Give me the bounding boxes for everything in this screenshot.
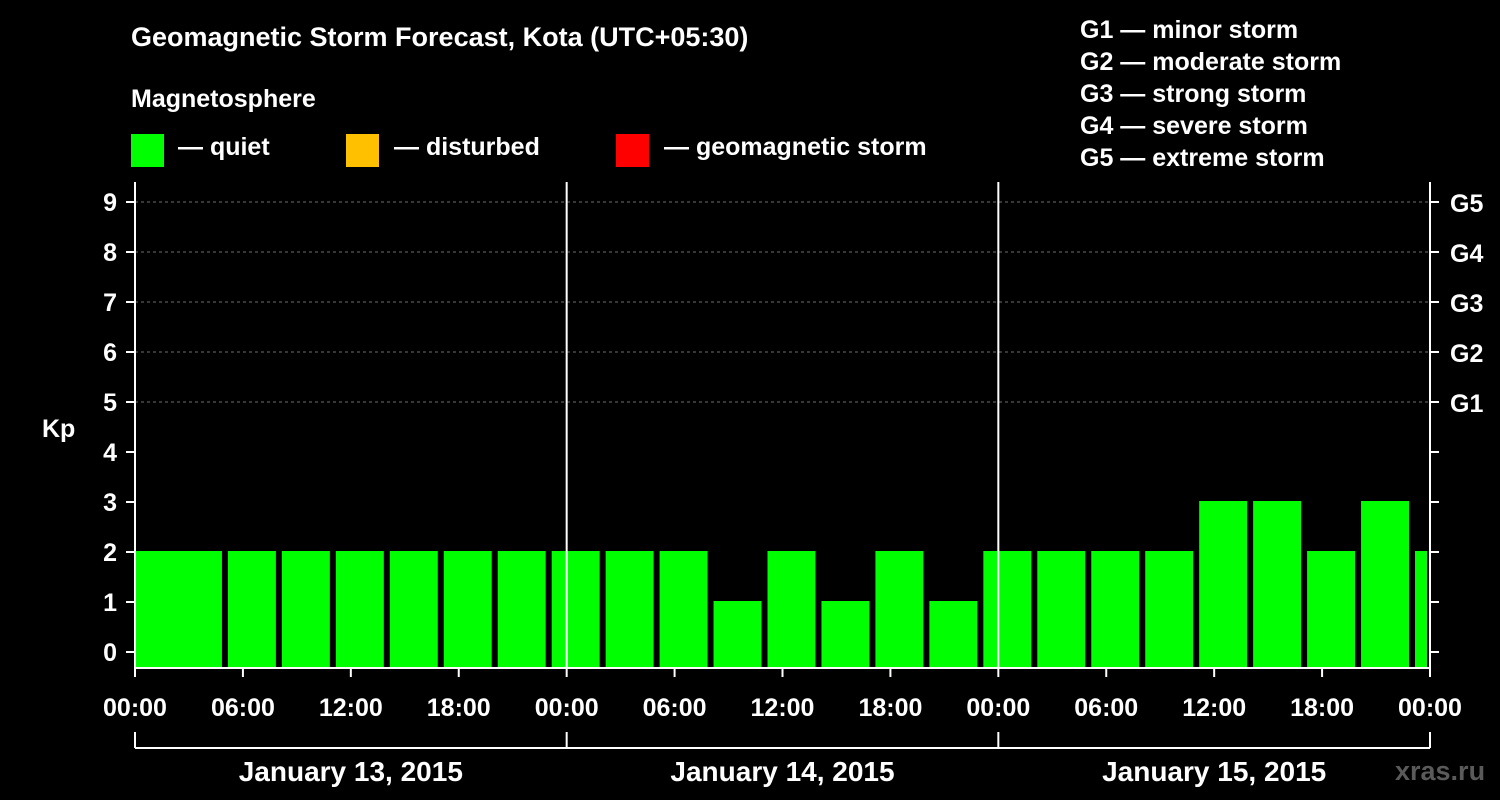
bar-kp-19: [1145, 551, 1194, 668]
x-tick-label-5: 06:00: [643, 694, 707, 722]
y-tick-label-5: 5: [103, 389, 117, 417]
y-tick-label-8: 8: [103, 239, 117, 267]
legend-title: Magnetosphere: [131, 85, 316, 113]
legend-label-quiet: — quiet: [178, 133, 270, 161]
x-tick-label-8: 00:00: [966, 694, 1030, 722]
bar-kp-8: [551, 551, 600, 668]
y-axis-label: Kp: [42, 415, 75, 443]
bar-kp-18: [1091, 551, 1140, 668]
g-scale-label-g2: G2: [1450, 340, 1483, 368]
y-tick-label-7: 7: [103, 289, 117, 317]
legend-swatch-quiet: [131, 134, 164, 167]
g-scale-label-g5: G5: [1450, 190, 1483, 218]
x-tick-label-9: 06:00: [1074, 694, 1138, 722]
bar-kp-22: [1307, 551, 1356, 668]
bar-kp-9: [605, 551, 654, 668]
bar-kp-24: [1415, 551, 1427, 668]
x-tick-label-3: 18:00: [427, 694, 491, 722]
bar-kp-10: [659, 551, 708, 668]
bar-kp-14: [875, 551, 924, 668]
x-tick-label-2: 12:00: [319, 694, 383, 722]
bar-kp-4: [335, 551, 384, 668]
day-label-2: January 15, 2015: [1102, 756, 1326, 787]
y-tick-label-9: 9: [103, 189, 117, 217]
y-tick-label-3: 3: [103, 489, 117, 517]
bar-kp-23: [1361, 501, 1410, 668]
storm-scale-g4: G4 — severe storm: [1080, 112, 1308, 140]
y-tick-label-1: 1: [103, 589, 117, 617]
y-tick-label-0: 0: [103, 639, 117, 667]
bar-kp-15: [929, 601, 978, 668]
x-tick-label-10: 12:00: [1182, 694, 1246, 722]
storm-scale-g3: G3 — strong storm: [1080, 80, 1307, 108]
y-tick-label-6: 6: [103, 339, 117, 367]
storm-scale-legend: G1 — minor storm G2 — moderate storm G3 …: [1080, 14, 1341, 174]
bar-kp-20: [1199, 501, 1248, 668]
g-scale-label-g1: G1: [1450, 390, 1483, 418]
bar-kp-7: [497, 551, 546, 668]
bar-kp-3: [281, 551, 330, 668]
y-tick-label-4: 4: [103, 439, 117, 467]
day-label-0: January 13, 2015: [239, 756, 463, 787]
x-tick-label-7: 18:00: [858, 694, 922, 722]
x-tick-label-6: 12:00: [751, 694, 815, 722]
x-tick-label-12: 00:00: [1398, 694, 1462, 722]
source-credit: xras.ru: [1395, 756, 1486, 786]
bar-kp-5: [389, 551, 438, 668]
storm-scale-g1: G1 — minor storm: [1080, 16, 1299, 44]
day-label-1: January 14, 2015: [670, 756, 894, 787]
chart-title: Geomagnetic Storm Forecast, Kota (UTC+05…: [131, 22, 749, 52]
bar-kp-13: [821, 601, 870, 668]
g-scale-label-g4: G4: [1450, 240, 1483, 268]
storm-scale-g2: G2 — moderate storm: [1080, 48, 1342, 76]
x-tick-label-4: 00:00: [535, 694, 599, 722]
legend-label-disturbed: — disturbed: [394, 133, 540, 161]
storm-scale-g5: G5 — extreme storm: [1080, 144, 1325, 172]
g-scale-label-g3: G3: [1450, 290, 1483, 318]
bar-kp-11: [713, 601, 762, 668]
bar-kp-1: [173, 551, 222, 668]
bar-kp-6: [443, 551, 492, 668]
bar-kp-21: [1253, 501, 1302, 668]
legend-swatch-disturbed: [346, 134, 379, 167]
bar-kp-2: [227, 551, 276, 668]
y-tick-label-2: 2: [103, 539, 117, 567]
x-tick-label-11: 18:00: [1290, 694, 1354, 722]
bar-kp-17: [1037, 551, 1086, 668]
legend-swatch-storm: [616, 134, 649, 167]
bar-kp-16: [983, 551, 1032, 668]
legend-label-storm: — geomagnetic storm: [664, 133, 927, 161]
bar-kp-12: [767, 551, 816, 668]
x-tick-label-0: 00:00: [103, 694, 167, 722]
x-tick-label-1: 06:00: [211, 694, 275, 722]
